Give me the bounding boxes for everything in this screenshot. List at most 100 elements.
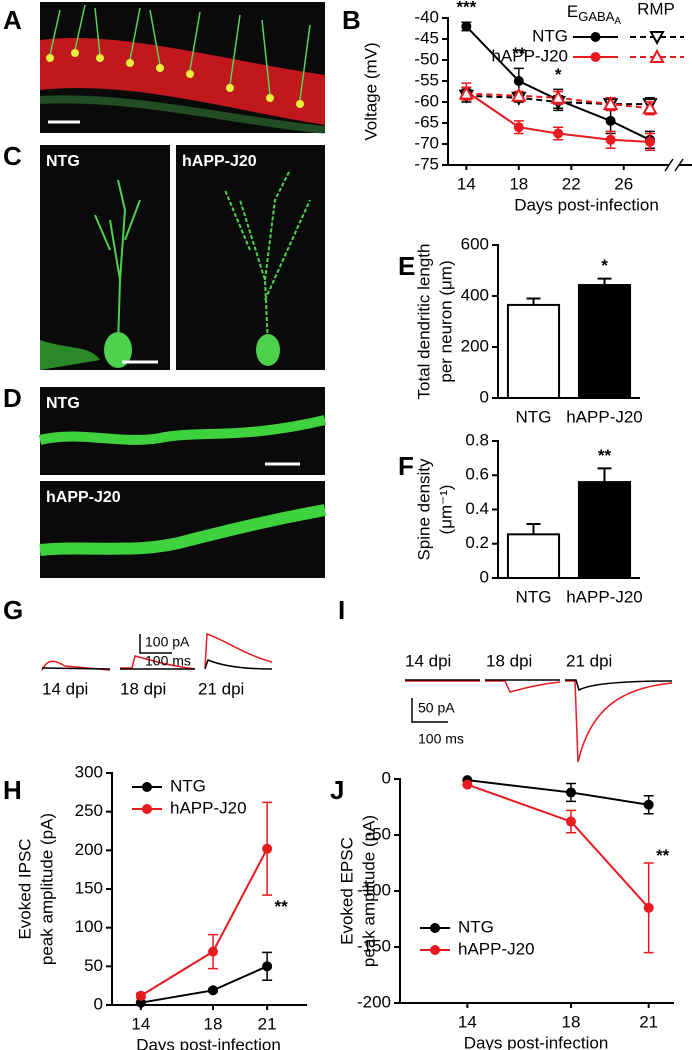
x-tick-label: hAPP-J20: [566, 407, 643, 426]
significance: ***: [456, 0, 476, 17]
y-axis-label: peak amplitude (pA): [37, 813, 56, 965]
data-point: [511, 87, 527, 102]
y-axis-label: Voltage (mV): [361, 42, 380, 140]
y-tick-label: 600: [461, 234, 489, 253]
y-tick-label: -65: [414, 112, 439, 131]
data-point: [208, 985, 219, 996]
data-point: [462, 779, 473, 790]
panel-label: B: [342, 5, 361, 35]
bar: [577, 481, 632, 580]
y-axis-label: Total dendritic length: [414, 244, 433, 400]
data-point: [461, 21, 472, 32]
data-point: [643, 799, 654, 810]
panel-label: E: [398, 251, 415, 281]
data-point: [643, 902, 654, 913]
data-point: [550, 89, 566, 104]
y-tick-label: 0.4: [465, 499, 489, 518]
data-point: [644, 136, 655, 147]
micrograph-a: [39, 2, 326, 134]
y-axis-label: peak amplitude (pA): [359, 815, 378, 967]
y-tick-label: -100: [357, 880, 391, 899]
x-tick-label: 26: [614, 174, 633, 193]
trace-caption: 14 dpi: [42, 679, 88, 698]
legend-marker: [590, 52, 601, 62]
error-bar: [597, 277, 612, 286]
y-tick-label: 0: [480, 387, 489, 406]
y-tick-label: -70: [414, 133, 439, 152]
bar: [506, 533, 561, 579]
panel-label: G: [3, 595, 23, 625]
y-tick-label: -45: [414, 28, 439, 47]
error-bar: [526, 297, 541, 305]
x-tick-label: hAPP-J20: [566, 587, 643, 606]
image-caption: hAPP-J20: [46, 489, 121, 506]
significance: **: [512, 44, 526, 63]
legend-header: EGABAA: [567, 2, 621, 26]
trace-caption: 18 dpi: [486, 651, 532, 670]
y-tick-label: -200: [357, 992, 391, 1011]
y-tick-label: 200: [461, 336, 489, 355]
significance: **: [656, 846, 670, 865]
significance: *: [555, 65, 562, 84]
image-caption: NTG: [46, 395, 80, 412]
legend-marker: [590, 32, 601, 42]
panel-label: H: [3, 775, 22, 805]
legend-header-sub: GABA: [578, 9, 614, 24]
y-tick-label: 150: [75, 878, 103, 897]
x-tick-label: 22: [562, 174, 581, 193]
panel-label: A: [3, 5, 22, 35]
x-tick-label: NTG: [516, 407, 552, 426]
legend-marker: [142, 782, 152, 792]
y-tick-label: 0.2: [465, 533, 489, 552]
legend-label: NTG: [458, 917, 494, 936]
legend-marker: [649, 31, 665, 46]
x-tick-label: 18: [562, 1012, 581, 1031]
legend-label: hAPP-J20: [170, 798, 247, 817]
data-point: [642, 100, 658, 115]
x-axis-label: Days post-infection: [514, 195, 659, 214]
x-tick-label: 18: [509, 174, 528, 193]
y-tick-label: 0: [94, 994, 103, 1013]
trace-caption: 18 dpi: [120, 679, 166, 698]
significance: *: [601, 256, 608, 275]
y-tick-label: 300: [75, 762, 103, 781]
y-tick-label: -60: [414, 91, 439, 110]
y-tick-label: -40: [414, 7, 439, 26]
image-caption: hAPP-J20: [182, 153, 257, 170]
legend-marker: [649, 48, 665, 63]
panel-label: I: [338, 595, 345, 625]
y-tick-label: 100: [75, 917, 103, 936]
data-point: [262, 843, 273, 854]
significance: **: [275, 897, 289, 916]
scale-label: 50 pA: [418, 700, 455, 716]
legend-label: hAPP-J20: [491, 46, 568, 65]
trace-caption: 14 dpi: [405, 651, 451, 670]
legend-header: RMP: [637, 0, 675, 18]
legend-marker: [142, 804, 152, 814]
y-axis-label: Spine density: [414, 458, 433, 561]
y-axis-label: (μm⁻¹): [436, 485, 455, 535]
scale-label: 100 ms: [145, 653, 191, 669]
trace-caption: 21 dpi: [198, 679, 244, 698]
x-tick-label: 21: [639, 1012, 658, 1031]
trace-caption: 21 dpi: [566, 651, 612, 670]
legend-header-sub: A: [614, 16, 621, 27]
error-bar: [526, 523, 541, 535]
y-tick-label: 0: [382, 768, 391, 787]
y-axis-label: Evoked IPSC: [15, 838, 34, 939]
trace-g: [41, 632, 273, 671]
x-tick-label: 14: [131, 1014, 150, 1033]
panel-label: C: [3, 141, 22, 171]
x-tick-label: 14: [457, 174, 476, 193]
data-point: [208, 946, 219, 957]
panel-label: D: [3, 383, 22, 413]
x-axis-label: Days post-infection: [464, 1033, 609, 1050]
x-tick-label: 18: [204, 1014, 223, 1033]
y-axis-label: Evoked EPSC: [337, 837, 356, 945]
y-tick-label: -50: [366, 824, 391, 843]
y-tick-label: 50: [84, 956, 103, 975]
y-tick-label: -55: [414, 70, 439, 89]
legend-label: hAPP-J20: [458, 939, 535, 958]
y-tick-label: 400: [461, 285, 489, 304]
axis-break: [664, 158, 684, 172]
